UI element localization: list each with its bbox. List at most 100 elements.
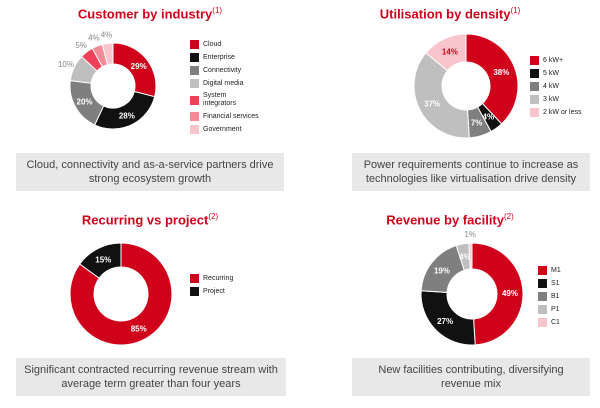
legend-label: B1 <box>551 292 560 300</box>
legend-item-5-kw: 5 kW <box>530 69 600 78</box>
legend-swatch <box>190 66 199 75</box>
data-label-project: 15% <box>95 255 111 264</box>
legend-swatch <box>190 112 199 121</box>
chart-title-text: Revenue by facility <box>386 212 504 228</box>
chart-panel-utilisation-by-density: Utilisation by density(1) 38% 4% 7% 37% 14% … <box>300 0 600 202</box>
legend-swatch <box>190 40 199 49</box>
legend-item-4-kw: 4 kW <box>530 82 600 91</box>
legend-label: M1 <box>551 266 561 274</box>
legend-swatch <box>530 69 539 78</box>
legend-label: 6 kW+ <box>543 56 564 64</box>
data-label-financial-services: 4% <box>88 34 100 43</box>
data-label-connectivity: 20% <box>77 98 93 107</box>
legend-swatch <box>538 266 547 275</box>
legend-item-digital-media: Digital media <box>190 79 260 88</box>
legend-swatch <box>538 305 547 314</box>
data-label-enterprise: 28% <box>119 111 135 120</box>
legend-swatch <box>530 82 539 91</box>
legend-item-enterprise: Enterprise <box>190 53 260 62</box>
legend-item-financial-services: Financial services <box>190 112 260 121</box>
legend-item-government: Government <box>190 125 260 134</box>
chart-panel-revenue-by-facility: Revenue by facility(2) 49% 27% 19% 4% 1% M1 S… <box>300 206 600 408</box>
slice-government <box>101 42 114 66</box>
data-label-cloud: 29% <box>131 62 147 71</box>
chart-title-note: (1) <box>510 6 521 15</box>
legend-label: Cloud <box>203 40 222 48</box>
legend-label: 5 kW <box>543 69 559 77</box>
legend-swatch <box>538 279 547 288</box>
legend-item-2-kw-or-less: 2 kW or less <box>530 108 600 117</box>
data-label-recurring: 85% <box>131 325 147 334</box>
legend-swatch <box>190 287 199 296</box>
chart-title: Utilisation by density(1) <box>300 6 600 21</box>
legend-label: System integrators <box>203 92 237 107</box>
slice-c1 <box>468 242 473 270</box>
legend-item-cloud: Cloud <box>190 40 260 49</box>
legend-label: Financial services <box>203 112 259 120</box>
legend-swatch <box>530 95 539 104</box>
data-label-5-kw: 4% <box>483 113 495 122</box>
chart-panel-recurring-vs-project: Recurring vs project(2) 85% 15% Recurring… <box>0 206 300 408</box>
chart-title-text: Recurring vs project <box>81 212 209 228</box>
legend-swatch <box>530 108 539 117</box>
legend-swatch <box>190 95 199 105</box>
chart-legend: M1 S1 B1 P1 C1 <box>538 266 600 331</box>
data-label-c1: 1% <box>464 230 476 239</box>
chart-caption: Significant contracted recurring revenue… <box>16 358 286 396</box>
slice-3-kw <box>413 52 470 139</box>
legend-item-3-kw: 3 kW <box>530 95 600 104</box>
chart-title-note: (1) <box>212 6 223 15</box>
legend-label: Project <box>203 287 225 295</box>
data-label-3-kw: 37% <box>424 99 440 108</box>
legend-label: 3 kW <box>543 95 559 103</box>
data-label-p1: 4% <box>459 253 471 262</box>
data-label-government: 4% <box>101 30 113 39</box>
legend-label: Digital media <box>203 79 244 87</box>
chart-title: Recurring vs project(2) <box>0 212 300 227</box>
legend-item-connectivity: Connectivity <box>190 66 260 75</box>
legend-item-m1: M1 <box>538 266 600 275</box>
data-label-b1: 19% <box>434 267 450 276</box>
chart-legend: Cloud Enterprise Connectivity Digital media… <box>190 40 260 138</box>
legend-swatch <box>538 292 547 301</box>
legend-swatch <box>190 125 199 134</box>
data-label-s1: 27% <box>437 317 453 326</box>
legend-label: Enterprise <box>203 53 235 61</box>
data-label-2-kw-or-less: 14% <box>442 48 458 57</box>
slice-6-kw <box>465 33 519 125</box>
legend-label: S1 <box>551 279 560 287</box>
legend-label: Connectivity <box>203 66 242 74</box>
data-label-m1: 49% <box>502 289 518 298</box>
chart-caption: Cloud, connectivity and as-a-service par… <box>16 153 284 191</box>
slice-project <box>79 242 122 279</box>
chart-title: Customer by industry(1) <box>0 6 300 21</box>
legend-item-c1: C1 <box>538 318 600 327</box>
chart-caption: Power requirements continue to increase … <box>352 153 590 191</box>
chart-title: Revenue by facility(2) <box>300 212 600 227</box>
chart-legend: Recurring Project <box>190 274 260 300</box>
data-label-system-integrators: 5% <box>75 41 87 50</box>
legend-item-recurring: Recurring <box>190 274 260 283</box>
legend-swatch <box>530 56 539 65</box>
chart-title-text: Utilisation by density <box>379 6 511 22</box>
chart-panel-customer-by-industry: Customer by industry(1) 29% 28% 20% 10% 5% 4%… <box>0 0 300 202</box>
data-label-digital-media: 10% <box>58 60 74 69</box>
donut-chart: 29%28%20%10%5%4% 4% <box>58 30 157 130</box>
slice-enterprise <box>94 90 156 130</box>
legend-item-system-integrators: System integrators <box>190 92 260 108</box>
legend-swatch <box>190 274 199 283</box>
slice-m1 <box>471 242 524 346</box>
legend-label: P1 <box>551 305 560 313</box>
donut-chart: 49% 27% 19% 4% 1% <box>420 230 524 346</box>
legend-item-6-kw: 6 kW+ <box>530 56 600 65</box>
data-label-4-kw: 7% <box>471 118 483 127</box>
chart-caption: New facilities contributing, diversifyin… <box>352 358 590 396</box>
legend-label: 2 kW or less <box>543 108 582 116</box>
chart-title-note: (2) <box>208 212 219 221</box>
data-label-6-kw: 38% <box>493 68 509 77</box>
legend-item-p1: P1 <box>538 305 600 314</box>
legend-swatch <box>190 53 199 62</box>
legend-swatch <box>538 318 547 327</box>
slice-2-kw-or-less <box>425 33 467 72</box>
slice-recurring <box>69 242 173 346</box>
